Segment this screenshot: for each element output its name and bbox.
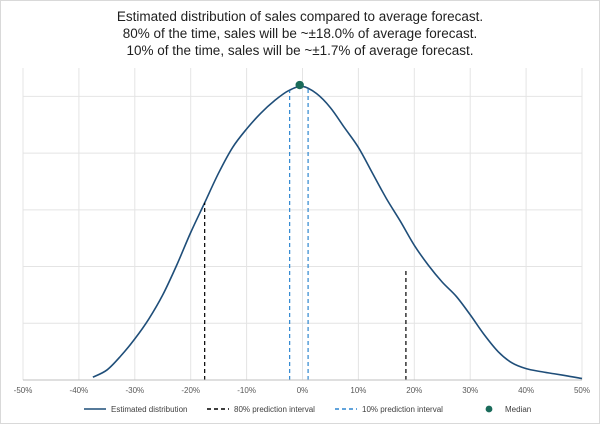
- x-tick-label: 10%: [350, 386, 366, 395]
- legend-label: Estimated distribution: [111, 405, 187, 414]
- x-tick-label: -50%: [14, 386, 33, 395]
- legend-item: 80% prediction interval: [207, 405, 315, 414]
- chart-title-line-2: 80% of the time, sales will be ~±18.0% o…: [122, 26, 478, 41]
- x-tick-label: -20%: [181, 386, 200, 395]
- grid: [22, 68, 583, 380]
- x-tick-label: 20%: [406, 386, 422, 395]
- x-tick-label: 40%: [518, 386, 534, 395]
- x-tick-label: -30%: [125, 386, 144, 395]
- legend-label: 80% prediction interval: [234, 405, 315, 414]
- chart-title-line-3: 10% of the time, sales will be ~±1.7% of…: [126, 43, 474, 58]
- series-median-point: [295, 80, 304, 90]
- series-estimated-distribution: [92, 85, 583, 380]
- x-tick-label: -40%: [70, 386, 89, 395]
- x-tick-label: -10%: [237, 386, 256, 395]
- legend-item: Estimated distribution: [84, 405, 187, 414]
- x-axis: -50% -40% -30% -20% -10% 0% 10% 20% 30% 40% 50%: [14, 379, 590, 395]
- x-tick-label: 0%: [297, 386, 309, 395]
- legend-item: 10% prediction interval: [335, 405, 443, 414]
- x-tick-label: 50%: [574, 386, 590, 395]
- legend: Estimated distribution 80% prediction int…: [84, 405, 531, 414]
- series-layer: [92, 80, 583, 380]
- legend-swatch: [485, 405, 493, 413]
- legend-item: Median: [485, 405, 531, 414]
- chart-title: Estimated distribution of sales compared…: [0, 8, 600, 59]
- chart-title-line-1: Estimated distribution of sales compared…: [116, 9, 484, 24]
- x-tick-label: 30%: [462, 386, 478, 395]
- legend-label: Median: [505, 405, 531, 414]
- legend-label: 10% prediction interval: [362, 405, 443, 414]
